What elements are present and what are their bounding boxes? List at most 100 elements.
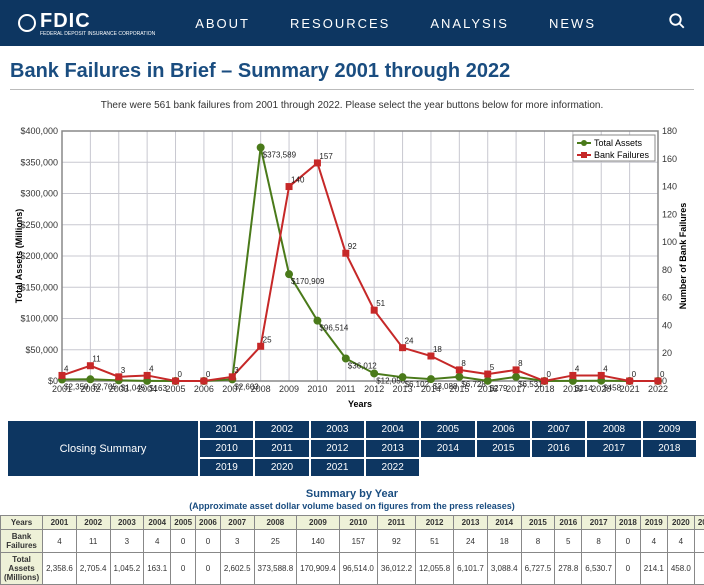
logo-subtext: FEDERAL DEPOSIT INSURANCE CORPORATION bbox=[40, 31, 155, 37]
svg-text:Total Assets: Total Assets bbox=[594, 138, 643, 148]
summary-title: Summary by Year bbox=[0, 488, 704, 500]
svg-text:$50,000: $50,000 bbox=[25, 345, 58, 355]
svg-text:$458: $458 bbox=[603, 384, 621, 393]
svg-text:Years: Years bbox=[348, 399, 372, 409]
svg-text:160: 160 bbox=[662, 154, 677, 164]
year-button-2005[interactable]: 2005 bbox=[421, 421, 474, 438]
summary-table: Years20012002200320042005200620072008200… bbox=[0, 515, 704, 585]
svg-text:60: 60 bbox=[662, 293, 672, 303]
page-title: Bank Failures in Brief – Summary 2001 th… bbox=[10, 60, 694, 83]
year-button-2013[interactable]: 2013 bbox=[366, 440, 419, 457]
svg-text:140: 140 bbox=[291, 176, 305, 185]
year-button-2002[interactable]: 2002 bbox=[255, 421, 308, 438]
svg-text:24: 24 bbox=[405, 337, 414, 346]
svg-text:0: 0 bbox=[206, 370, 211, 379]
svg-text:$300,000: $300,000 bbox=[20, 189, 58, 199]
year-button-2006[interactable]: 2006 bbox=[477, 421, 530, 438]
chart-container: $0$50,000$100,000$150,000$200,000$250,00… bbox=[8, 119, 696, 409]
closing-summary-label: Closing Summary bbox=[8, 421, 198, 476]
svg-text:8: 8 bbox=[461, 359, 466, 368]
svg-text:$6,728: $6,728 bbox=[461, 380, 486, 389]
svg-text:11: 11 bbox=[92, 355, 101, 364]
svg-text:$170,909: $170,909 bbox=[291, 277, 325, 286]
col-head-years: Years bbox=[1, 516, 43, 530]
year-button-2016[interactable]: 2016 bbox=[532, 440, 585, 457]
svg-text:$350,000: $350,000 bbox=[20, 157, 58, 167]
svg-text:$2,603: $2,603 bbox=[234, 382, 259, 391]
svg-text:Number of Bank Failures: Number of Bank Failures bbox=[678, 203, 688, 310]
svg-text:2022: 2022 bbox=[648, 384, 668, 394]
svg-text:92: 92 bbox=[348, 242, 357, 251]
svg-text:$200,000: $200,000 bbox=[20, 251, 58, 261]
svg-text:$373,589: $373,589 bbox=[263, 151, 297, 160]
svg-text:$214: $214 bbox=[575, 384, 593, 393]
svg-text:$3,088: $3,088 bbox=[433, 382, 458, 391]
svg-text:$2,705: $2,705 bbox=[92, 382, 117, 391]
svg-text:51: 51 bbox=[376, 299, 385, 308]
svg-text:$6,531: $6,531 bbox=[518, 380, 543, 389]
nav-news[interactable]: NEWS bbox=[549, 16, 596, 31]
svg-text:$6,102: $6,102 bbox=[405, 380, 430, 389]
nav-analysis[interactable]: ANALYSIS bbox=[430, 16, 509, 31]
year-button-2011[interactable]: 2011 bbox=[255, 440, 308, 457]
fdic-logo[interactable]: FDIC FEDERAL DEPOSIT INSURANCE CORPORATI… bbox=[18, 10, 155, 37]
svg-text:4: 4 bbox=[603, 364, 608, 373]
svg-text:2011: 2011 bbox=[336, 384, 355, 394]
svg-text:100: 100 bbox=[662, 237, 677, 247]
year-button-2017[interactable]: 2017 bbox=[587, 440, 640, 457]
logo-text: FDIC bbox=[40, 10, 91, 32]
year-button-2012[interactable]: 2012 bbox=[311, 440, 364, 457]
svg-text:$279: $279 bbox=[490, 384, 508, 393]
year-button-2020[interactable]: 2020 bbox=[255, 459, 308, 476]
year-button-2019[interactable]: 2019 bbox=[200, 459, 253, 476]
svg-text:4: 4 bbox=[149, 364, 154, 373]
svg-text:0: 0 bbox=[546, 370, 551, 379]
svg-text:3: 3 bbox=[121, 366, 126, 375]
year-button-2014[interactable]: 2014 bbox=[421, 440, 474, 457]
svg-text:20: 20 bbox=[662, 348, 672, 358]
year-button-2008[interactable]: 2008 bbox=[587, 421, 640, 438]
year-button-2004[interactable]: 2004 bbox=[366, 421, 419, 438]
svg-text:$250,000: $250,000 bbox=[20, 220, 58, 230]
nav-about[interactable]: ABOUT bbox=[195, 16, 250, 31]
svg-text:8: 8 bbox=[518, 359, 523, 368]
year-button-2009[interactable]: 2009 bbox=[643, 421, 696, 438]
svg-text:0: 0 bbox=[632, 370, 637, 379]
year-button-2007[interactable]: 2007 bbox=[532, 421, 585, 438]
title-rule bbox=[10, 89, 694, 90]
svg-text:120: 120 bbox=[662, 209, 677, 219]
svg-text:180: 180 bbox=[662, 126, 677, 136]
closing-summary: Closing Summary 200120022003200420052006… bbox=[8, 421, 696, 476]
year-button-2022[interactable]: 2022 bbox=[366, 459, 419, 476]
svg-text:Total Assets (Millions): Total Assets (Millions) bbox=[14, 209, 24, 304]
svg-text:$400,000: $400,000 bbox=[20, 126, 58, 136]
nav-resources[interactable]: RESOURCES bbox=[290, 16, 390, 31]
svg-text:157: 157 bbox=[319, 152, 333, 161]
svg-text:2005: 2005 bbox=[166, 384, 186, 394]
svg-text:2009: 2009 bbox=[279, 384, 299, 394]
year-button-2010[interactable]: 2010 bbox=[200, 440, 253, 457]
bank-failures-chart: $0$50,000$100,000$150,000$200,000$250,00… bbox=[8, 119, 696, 409]
closing-summary-grid: 200120022003200420052006200720082009 2010… bbox=[200, 421, 696, 476]
top-nav: FDIC FEDERAL DEPOSIT INSURANCE CORPORATI… bbox=[0, 0, 704, 46]
svg-text:4: 4 bbox=[64, 364, 69, 373]
svg-text:5: 5 bbox=[490, 363, 495, 372]
svg-text:Bank Failures: Bank Failures bbox=[594, 150, 650, 160]
intro-text: There were 561 bank failures from 2001 t… bbox=[0, 100, 704, 111]
svg-text:3: 3 bbox=[234, 366, 239, 375]
svg-text:$100,000: $100,000 bbox=[20, 314, 58, 324]
year-button-2018[interactable]: 2018 bbox=[643, 440, 696, 457]
svg-text:$36,012: $36,012 bbox=[348, 361, 377, 370]
year-button-2015[interactable]: 2015 bbox=[477, 440, 530, 457]
year-button-2001[interactable]: 2001 bbox=[200, 421, 253, 438]
year-button-2003[interactable]: 2003 bbox=[311, 421, 364, 438]
year-button-2021[interactable]: 2021 bbox=[311, 459, 364, 476]
svg-text:$2,359: $2,359 bbox=[64, 383, 89, 392]
nav-links: ABOUT RESOURCES ANALYSIS NEWS bbox=[195, 16, 668, 31]
svg-text:80: 80 bbox=[662, 265, 672, 275]
svg-text:2012: 2012 bbox=[364, 384, 384, 394]
svg-text:$163: $163 bbox=[149, 384, 167, 393]
svg-text:140: 140 bbox=[662, 182, 677, 192]
svg-text:2021: 2021 bbox=[620, 384, 640, 394]
search-icon[interactable] bbox=[668, 12, 686, 35]
